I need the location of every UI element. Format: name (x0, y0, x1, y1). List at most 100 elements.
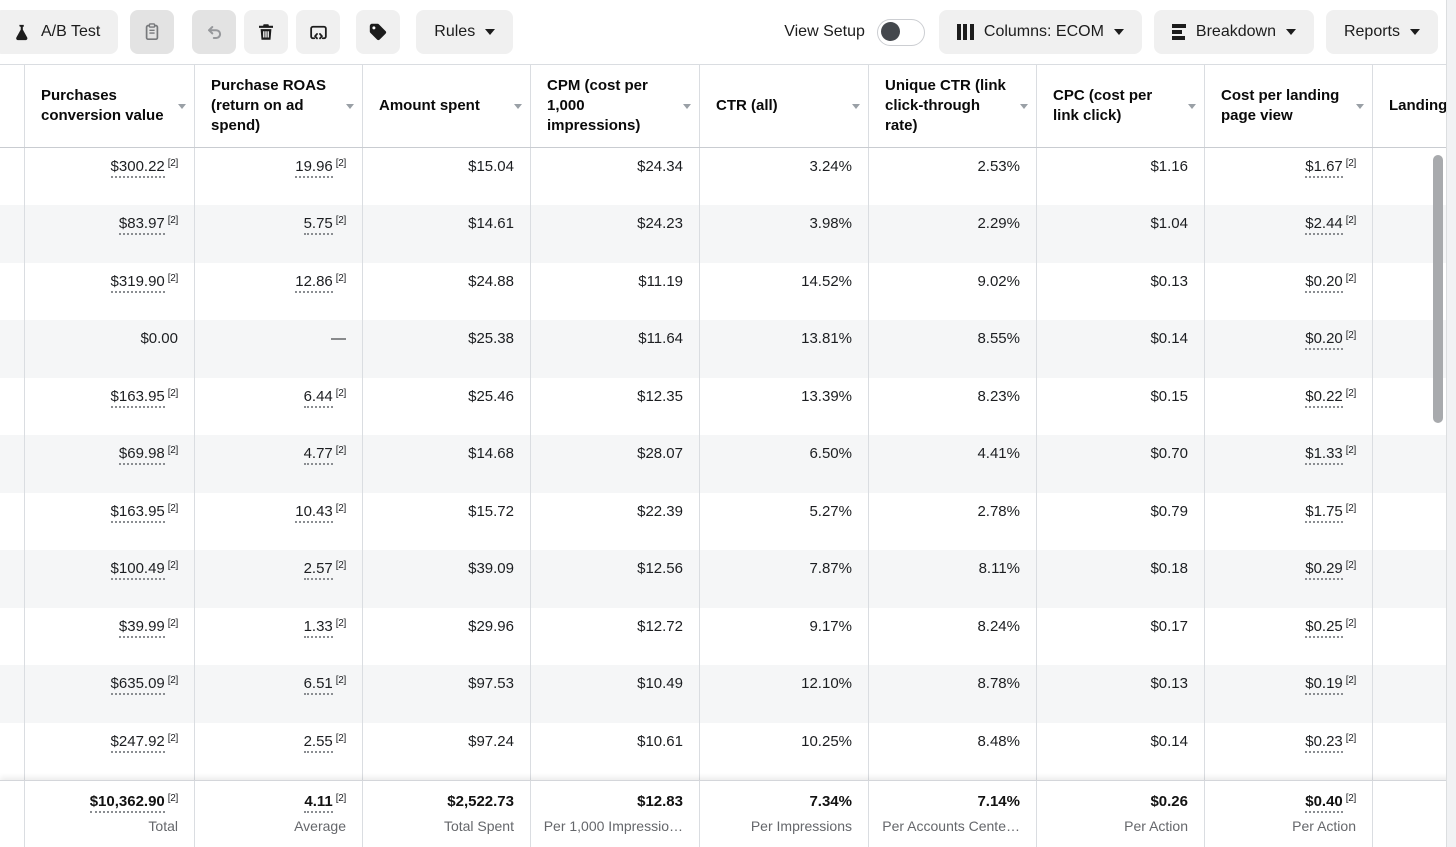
footnote-marker: [2] (335, 675, 347, 687)
cell-value[interactable]: $69.98 (118, 445, 165, 466)
column-header-7[interactable]: Cost per landing page view (1205, 65, 1373, 147)
cell-value[interactable]: $0.20 (1305, 272, 1343, 293)
cell-value[interactable]: 2.57 (303, 560, 333, 581)
table-row[interactable]: $83.97 [2] 5.75 [2] $14.61 $24.23 3.98% 2.29% $1… (0, 205, 1456, 263)
footnote-marker: [2] (1345, 793, 1357, 804)
table-row[interactable]: $319.90 [2] 12.86 [2] $24.88 $11.19 14.52% 9.02… (0, 262, 1456, 321)
column-header-5[interactable]: Unique CTR (link click-through rate) (869, 65, 1037, 147)
summary-label: Per Accounts Cente… (882, 818, 1020, 834)
column-header-6[interactable]: CPC (cost per link click) (1037, 65, 1205, 147)
cell-value[interactable]: 6.51 (303, 675, 333, 696)
column-header-2[interactable]: Amount spent (363, 65, 531, 147)
duplicate-button[interactable] (130, 10, 175, 54)
cell-value[interactable]: 6.44 (303, 387, 333, 408)
table-cell (1373, 665, 1456, 722)
cell-value[interactable]: $163.95 (110, 502, 165, 523)
summary-value[interactable]: $0.40 (1305, 793, 1343, 813)
column-header-8[interactable]: Landing page views (1373, 65, 1456, 147)
cell-value[interactable]: $0.22 (1305, 387, 1343, 408)
sort-caret-icon[interactable] (346, 103, 354, 109)
table-row[interactable]: $0.00 — $25.38 $11.64 13.81% 8.55% $0.14 $0.20[… (0, 320, 1456, 378)
cell-value[interactable]: 12.86 (295, 272, 333, 293)
cell-value[interactable]: 10.43 (295, 502, 333, 523)
cell-value[interactable]: $0.29 (1305, 560, 1343, 581)
ab-test-button[interactable]: A/B Test (0, 10, 119, 54)
cell-value[interactable]: $247.92 (110, 732, 165, 753)
table-row[interactable]: $69.98 [2] 4.77 [2] $14.68 $28.07 6.50% 4.41% $0… (0, 435, 1456, 493)
table-cell: $10.49 (531, 665, 700, 723)
cell-value[interactable]: 2.55 (303, 732, 333, 753)
sort-caret-icon[interactable] (514, 103, 522, 109)
cell-value[interactable]: $83.97 (118, 215, 165, 236)
cell-value[interactable]: $300.22 (110, 158, 165, 178)
table-cell: $1.67 [2] (1205, 148, 1373, 206)
frozen-column-edge (0, 665, 25, 723)
cell-value[interactable]: $1.33 (1305, 445, 1343, 466)
table-row[interactable]: $163.95 [2] 10.43 [2] $15.72 $22.39 5.27% 2.78%… (0, 492, 1456, 551)
sort-caret-icon[interactable] (1188, 103, 1196, 109)
column-header-label: Cost per landing page view (1221, 87, 1340, 124)
cell-value[interactable]: $39.99 (118, 617, 165, 638)
table-row[interactable]: $100.49 [2] 2.57 [2] $39.09 $12.56 7.87% 8.11% $… (0, 550, 1456, 608)
sort-caret-icon[interactable] (1356, 103, 1364, 109)
table-cell: $0.20 [2] (1205, 320, 1373, 378)
column-header-4[interactable]: CTR (all) (700, 65, 869, 147)
cell-value[interactable]: $319.90 (110, 272, 165, 293)
table-cell: $0.00 (25, 320, 195, 378)
view-setup-toggle[interactable] (876, 18, 925, 46)
column-header-1[interactable]: Purchase ROAS (return on ad spend) (195, 65, 363, 147)
cell-value: 2.29% (977, 215, 1020, 233)
table-row[interactable]: $163.95 [2] 6.44 [2] $25.46 $12.35 13.39% 8.23%… (0, 377, 1456, 436)
sort-caret-icon[interactable] (1020, 103, 1028, 109)
cell-value: $25.46 (468, 387, 514, 405)
table-cell: $22.39 (531, 492, 700, 551)
table-cell: $0.14 (1037, 320, 1205, 378)
embed-code-button[interactable] (296, 10, 341, 54)
cell-value[interactable]: 1.33 (303, 617, 333, 638)
footnote-marker: [2] (1345, 560, 1357, 572)
tag-button[interactable] (356, 10, 401, 54)
cell-value[interactable]: $1.75 (1305, 502, 1343, 523)
summary-value[interactable]: $10,362.90 (89, 793, 165, 813)
cell-value[interactable]: $163.95 (110, 387, 165, 408)
table-row[interactable]: $300.22 [2] 19.96 [2] $15.04 $24.34 3.24% 2.53%… (0, 148, 1456, 206)
table-cell: $0.79 (1037, 492, 1205, 551)
columns-button[interactable]: Columns: ECOM (938, 10, 1142, 54)
undo-button[interactable] (192, 10, 237, 54)
table-row[interactable]: $635.09 [2] 6.51 [2] $97.53 $10.49 12.10% 8.78%… (0, 665, 1456, 723)
summary-value[interactable]: 4.11 (304, 793, 333, 813)
cell-value[interactable]: $635.09 (110, 675, 165, 696)
table-cell: $14.68 (363, 435, 531, 493)
table-row[interactable]: $247.92 [2] 2.55 [2] $97.24 $10.61 10.25% 8.48%… (0, 722, 1456, 780)
delete-button[interactable] (244, 10, 289, 54)
cell-value[interactable]: $0.23 (1305, 732, 1343, 753)
table-cell: 3.98% (700, 205, 869, 263)
cell-value[interactable]: $2.44 (1305, 215, 1343, 236)
cell-value[interactable]: $0.25 (1305, 617, 1343, 638)
sort-caret-icon[interactable] (178, 103, 186, 109)
sort-caret-icon[interactable] (852, 103, 860, 109)
table-cell: 7.87% (700, 550, 869, 608)
footnote-marker: [2] (1345, 445, 1357, 457)
cell-value[interactable]: 4.77 (303, 445, 333, 466)
reports-button[interactable]: Reports (1325, 10, 1438, 54)
footnote-marker: [2] (335, 158, 347, 169)
column-header-0[interactable]: Purchases conversion value (25, 65, 195, 147)
table-row[interactable]: $39.99 [2] 1.33 [2] $29.96 $12.72 9.17% 8.24% $0… (0, 607, 1456, 666)
breakdown-button[interactable]: Breakdown (1153, 10, 1314, 54)
cell-value[interactable]: 19.96 (295, 158, 333, 178)
cell-value[interactable]: $100.49 (110, 560, 165, 581)
cell-value[interactable]: $1.67 (1305, 158, 1343, 178)
cell-value[interactable]: $0.20 (1305, 330, 1343, 351)
column-header-label: Purchase ROAS (return on ad spend) (211, 77, 327, 134)
vertical-scrollbar-thumb[interactable] (1433, 155, 1443, 423)
column-header-3[interactable]: CPM (cost per 1,000 impressions) (531, 65, 700, 147)
cell-value[interactable]: 5.75 (303, 215, 333, 236)
sort-caret-icon[interactable] (683, 103, 691, 109)
table-cell: — (195, 320, 363, 378)
cell-value[interactable]: $0.19 (1305, 675, 1343, 696)
cell-value: $0.13 (1150, 272, 1188, 290)
page-scrollbar-track[interactable] (1446, 0, 1456, 847)
rules-button[interactable]: Rules (416, 10, 514, 54)
footnote-marker: [2] (167, 272, 179, 284)
